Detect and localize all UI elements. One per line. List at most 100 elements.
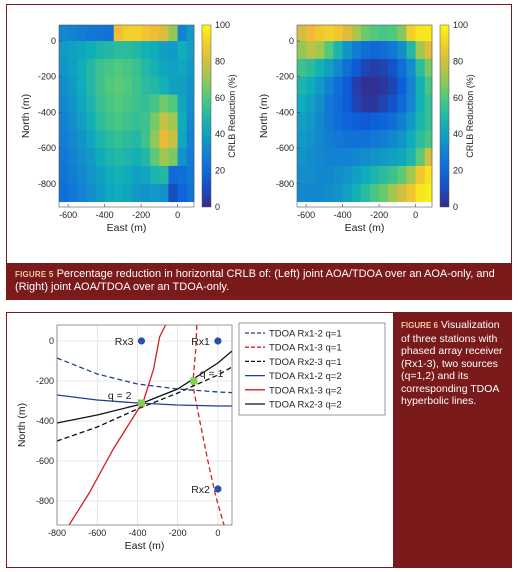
heatmap-cell: [324, 41, 334, 60]
heatmap-cell: [113, 25, 124, 42]
heatmap-cell: [306, 112, 316, 131]
heatmap-cell: [360, 41, 371, 60]
heatmap-cell: [351, 25, 362, 42]
heatmap-cell: [369, 94, 380, 113]
figure-6-label: FIGURE 6: [401, 321, 438, 330]
heatmap-cell: [186, 183, 195, 203]
heatmap-cell: [406, 25, 416, 42]
heatmap-cell: [177, 165, 188, 185]
heatmap-cell: [351, 41, 362, 60]
heatmap-cell: [186, 41, 195, 60]
heatmap-cell: [77, 130, 87, 149]
heatmap-cell: [150, 41, 160, 60]
heatmap-cell: [77, 148, 87, 167]
x-tick-label: -600: [297, 210, 315, 220]
heatmap-cell: [59, 183, 69, 203]
heatmap-cell: [397, 41, 407, 60]
heatmap-cell: [379, 130, 389, 149]
heatmap-cell: [122, 130, 133, 149]
heatmap-cell: [424, 183, 433, 203]
heatmap-cell: [59, 25, 69, 42]
heatmap-cell: [159, 94, 169, 113]
heatmap-cell: [86, 25, 96, 42]
heatmap-cell: [424, 112, 433, 131]
series-line: [57, 357, 232, 394]
heatmap-cell: [168, 130, 178, 149]
heatmap-cell: [342, 25, 353, 42]
x-tick-label: 0: [175, 210, 180, 220]
series-line: [57, 366, 232, 442]
y-tick-label: -800: [36, 496, 54, 506]
x-tick-label: 0: [413, 210, 418, 220]
heatmap-cell: [86, 130, 96, 149]
heatmap-cell: [342, 58, 353, 78]
heatmap-cell: [168, 165, 178, 185]
heatmap-cell: [397, 165, 407, 185]
heatmap-cell: [77, 41, 87, 60]
heatmap-cell: [315, 58, 325, 78]
colorbar-tick-label: 40: [453, 129, 463, 139]
colorbar-tick-label: 20: [453, 166, 463, 176]
heatmap-cell: [177, 183, 188, 203]
heatmap-cell: [397, 58, 407, 78]
y-tick-label: -400: [36, 416, 54, 426]
heatmap-cell: [397, 76, 407, 95]
heatmap-cell: [86, 165, 96, 185]
heatmap-cell: [297, 183, 307, 203]
heatmap-cell: [141, 183, 151, 203]
heatmap-cell: [150, 183, 160, 203]
heatmap-cell: [342, 165, 353, 185]
heatmap-cell: [360, 76, 371, 95]
heatmap-cell: [150, 25, 160, 42]
heatmap-cell: [177, 130, 188, 149]
heatmap-cell: [141, 112, 151, 131]
heatmap-cell: [131, 94, 142, 113]
colorbar-tick-label: 100: [453, 20, 468, 30]
heatmap-cell: [333, 165, 344, 185]
heatmap-cell: [333, 130, 344, 149]
heatmap-cell: [131, 130, 142, 149]
colorbar-tick-label: 60: [453, 93, 463, 103]
heatmap-cell: [351, 112, 362, 131]
heatmap-cell: [141, 130, 151, 149]
heatmap-cell: [177, 94, 188, 113]
figure-5-caption-box: FIGURE 5 Percentage reduction in horizon…: [7, 263, 511, 299]
heatmap-cell: [113, 148, 124, 167]
heatmap-cell: [77, 165, 87, 185]
y-tick-label: -200: [276, 72, 294, 82]
heatmap-cell: [150, 130, 160, 149]
heatmap-cell: [131, 183, 142, 203]
heatmap-cell: [104, 165, 115, 185]
heatmap-cell: [297, 165, 307, 185]
heatmap-cell: [59, 112, 69, 131]
heatmap-cell: [150, 76, 160, 95]
heatmap-cell: [406, 58, 416, 78]
heatmap-cell: [415, 165, 426, 185]
heatmap-cell: [369, 41, 380, 60]
heatmap-panel-right: -600 -400 -200 0 0 -200 -400 -600 -800 East (m) No…: [258, 20, 475, 234]
heatmap-cell: [360, 58, 371, 78]
colorbar-tick-label: 0: [453, 202, 458, 212]
y-tick-label: -600: [38, 143, 56, 153]
x-tick-label: -600: [59, 210, 77, 220]
heatmap-cell: [324, 183, 334, 203]
heatmap-cell: [68, 76, 78, 95]
heatmap-cell: [104, 94, 115, 113]
heatmap-cell: [306, 165, 316, 185]
heatmap-cell: [397, 25, 407, 42]
heatmap-cell: [122, 76, 133, 95]
heatmap-cell: [306, 41, 316, 60]
heatmap-cell: [379, 25, 389, 42]
heatmap-cell: [95, 112, 106, 131]
heatmap-cell: [168, 58, 178, 78]
heatmap-cell: [68, 94, 78, 113]
heatmap-cell: [351, 94, 362, 113]
heatmap-cell: [131, 58, 142, 78]
heatmap-cell: [424, 94, 433, 113]
heatmap-cell: [397, 112, 407, 131]
heatmap-cell: [186, 148, 195, 167]
heatmap-cell: [159, 41, 169, 60]
heatmap-cell: [297, 41, 307, 60]
heatmap-cell: [388, 130, 398, 149]
heatmap-cell: [379, 148, 389, 167]
